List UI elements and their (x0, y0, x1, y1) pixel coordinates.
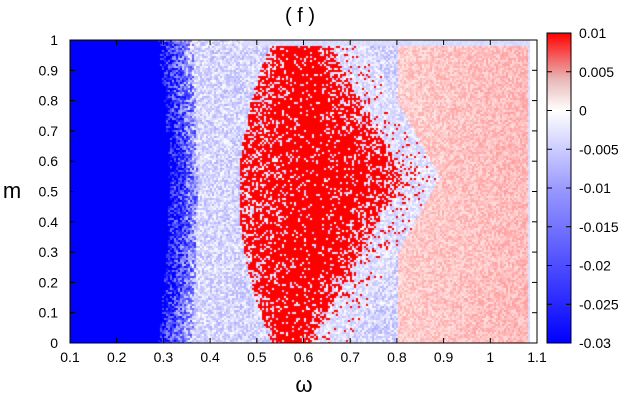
colorbar-tick-label: -0.01 (579, 180, 611, 196)
x-tick-label: 1 (486, 349, 494, 365)
colorbar-tick-label: -0.015 (579, 219, 619, 235)
x-tick-label: 0.1 (60, 349, 80, 365)
y-tick-label: 0.2 (39, 274, 59, 290)
colorbar-ticks: 0.01 0.005 0 -0.005 -0.01 -0.015 -0.02 -0.025 -0… (547, 25, 619, 351)
colorbar-tick-label: -0.005 (579, 141, 619, 157)
y-tick-label: 0.6 (39, 153, 59, 169)
x-tick-label: 0.5 (247, 349, 267, 365)
y-tick-label: 0.4 (39, 214, 59, 230)
x-tick-label: 0.6 (294, 349, 314, 365)
y-tick-label: 0.1 (39, 305, 59, 321)
heatmap-area (70, 40, 537, 343)
colorbar-tick-label: 0 (579, 103, 587, 119)
colorbar-tick-label: 0.01 (579, 25, 606, 41)
x-tick-label: 0.3 (154, 349, 174, 365)
chart-title: ( f ) (285, 5, 315, 27)
x-tick-label: 0.8 (387, 349, 407, 365)
colorbar-tick-label: -0.02 (579, 258, 611, 274)
y-tick-label: 0.9 (39, 62, 59, 78)
y-tick-label: 1 (50, 32, 58, 48)
x-tick-label: 0.4 (200, 349, 220, 365)
y-tick-label: 0.5 (39, 184, 59, 200)
x-axis-label: ω (295, 372, 312, 397)
y-tick-label: 0.7 (39, 123, 59, 139)
colorbar-tick-label: 0.005 (579, 64, 614, 80)
x-axis-ticks: 0.1 0.2 0.3 0.4 0.5 0.6 0.7 0.8 0.9 1 1.1 (60, 40, 547, 365)
colorbar-tick-label: -0.025 (579, 296, 619, 312)
x-tick-label: 1.1 (527, 349, 547, 365)
y-axis-ticks: 0 0.1 0.2 0.3 0.4 0.5 0.6 0.7 0.8 0.9 1 (39, 32, 537, 351)
heatmap-field (70, 40, 537, 343)
y-tick-label: 0 (50, 335, 58, 351)
x-tick-label: 0.2 (107, 349, 127, 365)
y-tick-label: 0.8 (39, 93, 59, 109)
x-tick-label: 0.9 (434, 349, 454, 365)
colorbar-tick-label: -0.03 (579, 335, 611, 351)
y-axis-label: m (3, 178, 21, 203)
y-tick-label: 0.3 (39, 244, 59, 260)
x-tick-label: 0.7 (340, 349, 360, 365)
